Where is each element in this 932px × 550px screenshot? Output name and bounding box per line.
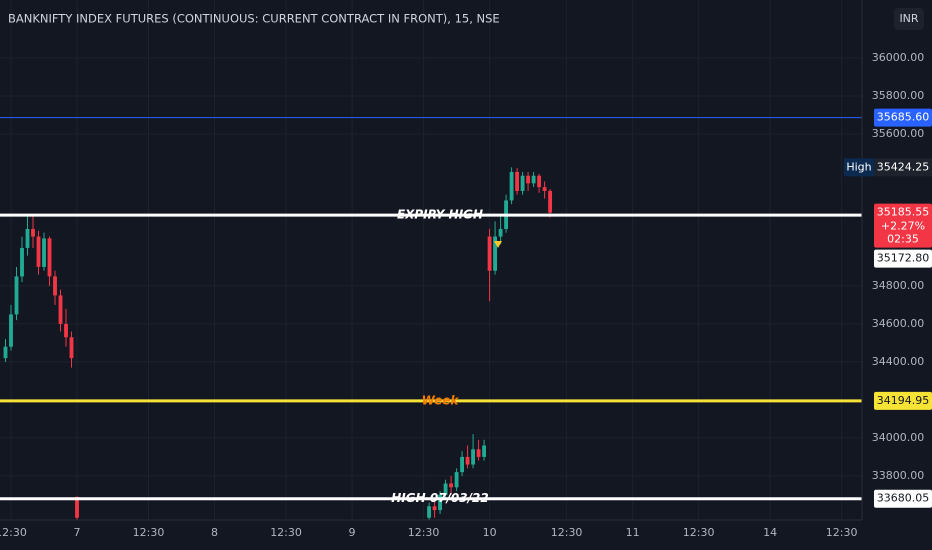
x-tick-label: 12:30 <box>826 526 858 539</box>
candle-body <box>548 190 553 213</box>
currency-box[interactable] <box>894 8 924 30</box>
candle-body <box>47 238 52 277</box>
level-price-box <box>874 489 932 508</box>
plot-area: EXPIRY HIGH Week HIGH 07/03/22 <box>0 117 862 520</box>
candle-body <box>14 276 19 315</box>
candle-body <box>3 346 8 359</box>
candle-body <box>75 496 79 518</box>
candle-body <box>443 483 448 495</box>
y-tick-label: 33800.00 <box>872 469 925 482</box>
high-tag-box <box>844 158 874 177</box>
x-tick-label: 8 <box>211 526 218 539</box>
candle-body <box>460 456 465 473</box>
high-price-box <box>874 158 932 177</box>
level-price: 33680.05 <box>877 492 930 505</box>
high-tag: High <box>846 160 871 173</box>
candle-body <box>25 228 30 248</box>
candle-body <box>53 276 57 296</box>
candle-body <box>58 295 63 324</box>
y-tick-label: 34000.00 <box>872 431 925 444</box>
last-price: 35185.55 <box>877 206 930 219</box>
candle-body <box>454 472 459 488</box>
x-tick-label: 12:30 <box>270 526 302 539</box>
level-name: Week <box>422 393 460 407</box>
currency[interactable]: INR <box>899 12 918 25</box>
level-price: 35172.80 <box>877 252 930 265</box>
y-tick-label: 34800.00 <box>872 279 925 292</box>
x-tick-label: 7 <box>74 526 81 539</box>
axes: 12:30 7 12:30 8 12:30 9 12:30 10 12:30 11 12:30 14 1… <box>0 51 932 539</box>
level-price: 34194.95 <box>877 394 930 407</box>
y-tick-label: 35800.00 <box>872 89 925 102</box>
candle-body <box>537 175 542 188</box>
candle-body <box>482 445 487 457</box>
y-tick-label: 34400.00 <box>872 355 925 368</box>
grid <box>0 0 862 520</box>
y-tick-label: 34600.00 <box>872 317 925 330</box>
candle-body <box>487 236 492 271</box>
x-tick-label: 10 <box>483 526 497 539</box>
bar-countdown: 02:35 <box>887 233 919 246</box>
candle-body <box>20 247 24 277</box>
y-tick-label: 35600.00 <box>872 127 925 140</box>
candle-body <box>509 171 514 201</box>
level-price-box <box>874 108 932 127</box>
candle-body <box>520 175 525 191</box>
level-price-box <box>874 249 932 268</box>
last-price-box <box>874 203 932 248</box>
x-tick-label: 9 <box>349 526 356 539</box>
level-name: EXPIRY HIGH <box>397 208 483 222</box>
candle-body <box>465 456 470 465</box>
candle-body <box>542 187 547 191</box>
x-tick-label: 12:30 <box>551 526 583 539</box>
event-marker <box>494 241 502 248</box>
price-change: +2.27% <box>881 220 925 233</box>
x-tick-label: 12:30 <box>0 526 27 539</box>
candle-body <box>515 171 520 191</box>
level-name: HIGH 07/03/22 <box>391 491 488 505</box>
x-tick-label: 12:30 <box>133 526 165 539</box>
candle-body <box>432 506 437 511</box>
y-tick-label: 36000.00 <box>872 51 925 64</box>
x-tick-label: 12:30 <box>683 526 715 539</box>
x-tick-label: 11 <box>626 526 640 539</box>
candle-body <box>64 323 68 338</box>
chart-title: BANKNIFTY INDEX FUTURES (CONTINUOUS: CUR… <box>8 12 500 26</box>
candle-body <box>438 494 443 511</box>
x-tick-label: 14 <box>763 526 777 539</box>
candle-body <box>9 314 13 347</box>
x-tick-label: 12:30 <box>408 526 440 539</box>
high-price: 35424.25 <box>877 160 930 173</box>
candle-body <box>69 337 74 359</box>
candle-body <box>427 506 431 518</box>
candle-body <box>498 228 503 237</box>
level-price: 35685.60 <box>877 111 930 124</box>
candle-body <box>471 449 476 465</box>
candle-body <box>449 483 454 488</box>
candle-body <box>476 449 481 457</box>
candle-body <box>493 236 498 271</box>
candle-body <box>31 228 35 237</box>
candle-body <box>42 238 46 267</box>
level-price-box <box>874 391 932 410</box>
candle-body <box>36 236 41 267</box>
candle-body <box>531 175 536 184</box>
candle-body <box>526 175 531 184</box>
